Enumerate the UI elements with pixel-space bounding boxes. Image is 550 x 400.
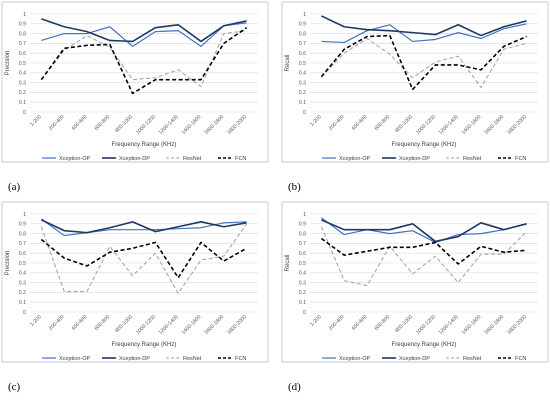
chart-frame [1, 1, 269, 163]
y-tick-label: 0.1 [19, 100, 26, 106]
y-tick-label: 0.3 [299, 80, 306, 86]
x-axis-title: Frequency Range (KHz) [112, 342, 177, 348]
series-line-fcn [320, 237, 527, 265]
y-tick-label: 1 [303, 12, 306, 18]
series-line-fcn [320, 34, 527, 91]
chart-panel-d: 0 0.1 0.2 0.3 0.4 0.5 0.6 0.7 0.8 0.9 1 Recall 1-200… [280, 200, 550, 400]
legend-label: Xception-DP [399, 156, 430, 162]
chart-panel-a: 0 0.1 0.2 0.3 0.4 0.5 0.6 0.7 0.8 0.9 1 Precision 1-… [0, 0, 270, 200]
y-tick-label: 1 [23, 12, 26, 18]
legend-label: ResNet [463, 156, 482, 162]
y-tick-label: 0.8 [19, 231, 26, 237]
legend-label: Xception-DP [119, 356, 150, 362]
y-tick-label: 0.2 [19, 290, 26, 296]
y-tick-label: 0.4 [19, 71, 26, 77]
chart-svg: 00.10.20.30.40.50.60.70.80.91Precision1-… [1, 1, 269, 193]
y-axis-title: Precision [5, 51, 11, 76]
x-axis-title: Frequency Range (KHz) [392, 342, 457, 348]
series-line-resnet [321, 37, 527, 89]
panel-label: (a) [8, 181, 21, 193]
y-tick-label: 0 [303, 310, 306, 316]
legend-label: Xception-DP [399, 356, 430, 362]
y-tick-label: 0.1 [299, 300, 306, 306]
series-line-resnet [40, 223, 248, 294]
series-line-xception-dp [41, 219, 247, 234]
legend-label: FCN [235, 356, 246, 362]
legend-label: ResNet [463, 356, 482, 362]
y-tick-label: 0.5 [299, 61, 306, 67]
y-tick-label: 0.6 [19, 51, 26, 57]
y-tick-label: 1 [303, 212, 306, 218]
y-tick-label: 0.7 [299, 41, 306, 47]
y-tick-label: 0.9 [299, 222, 306, 228]
y-axis-title: Precision [5, 251, 11, 276]
panel-label: (d) [288, 381, 301, 393]
legend-label: FCN [235, 156, 246, 162]
legend-label: Xception-OP [59, 356, 91, 362]
y-tick-label: 0.4 [299, 271, 306, 277]
y-tick-label: 0.1 [299, 100, 306, 106]
y-tick-label: 0.5 [19, 61, 26, 67]
legend-label: Xception-OP [59, 156, 91, 162]
y-tick-label: 0.9 [19, 22, 26, 28]
y-tick-label: 0.5 [299, 261, 306, 267]
series-line-xception-dp [321, 219, 527, 243]
y-tick-label: 0 [23, 110, 26, 116]
legend-label: Xception-DP [119, 156, 150, 162]
y-tick-label: 0.6 [299, 251, 306, 257]
x-axis-title: Frequency Range (KHz) [112, 142, 177, 148]
chart-panel-b: 0 0.1 0.2 0.3 0.4 0.5 0.6 0.7 0.8 0.9 1 Recall 1-200… [280, 0, 550, 200]
legend-label: Xception-OP [339, 156, 371, 162]
y-axis-title: Recall [285, 255, 291, 272]
chart-frame [1, 201, 269, 363]
series-line-fcn [40, 238, 247, 279]
series-line-xception-dp [41, 18, 247, 43]
legend-label: Xception-OP [339, 356, 371, 362]
y-tick-label: 0.7 [19, 241, 26, 247]
series-line-xception-op [321, 23, 527, 44]
y-tick-label: 0.1 [19, 300, 26, 306]
chart-svg: 00.10.20.30.40.50.60.70.80.91Recall1-200… [281, 201, 549, 393]
y-tick-label: 0 [303, 110, 306, 116]
y-tick-label: 0.8 [299, 31, 306, 37]
y-tick-label: 1 [23, 212, 26, 218]
y-tick-label: 0.8 [299, 231, 306, 237]
series-line-xception-op [321, 217, 527, 244]
legend-label: ResNet [183, 156, 202, 162]
y-tick-label: 0.4 [299, 71, 306, 77]
y-tick-label: 0.2 [19, 90, 26, 96]
panel-label: (c) [8, 381, 21, 393]
x-axis-title: Frequency Range (KHz) [392, 142, 457, 148]
series-line-xception-op [41, 218, 247, 237]
y-tick-label: 0.9 [299, 22, 306, 28]
y-tick-label: 0.4 [19, 271, 26, 277]
y-tick-label: 0.9 [19, 222, 26, 228]
chart-svg: 00.10.20.30.40.50.60.70.80.91Precision1-… [1, 201, 269, 393]
legend-label: FCN [515, 156, 526, 162]
y-tick-label: 0.3 [299, 280, 306, 286]
series-line-fcn [40, 27, 248, 95]
y-tick-label: 0.2 [299, 290, 306, 296]
legend-label: ResNet [183, 356, 202, 362]
panel-label: (b) [288, 181, 301, 193]
y-axis-title: Recall [285, 55, 291, 72]
series-line-xception-dp [321, 15, 527, 37]
y-tick-label: 0.3 [19, 280, 26, 286]
y-tick-label: 0.7 [19, 41, 26, 47]
y-tick-label: 0.3 [19, 80, 26, 86]
y-tick-label: 0.6 [19, 251, 26, 257]
y-tick-label: 0 [23, 310, 26, 316]
y-tick-label: 0.5 [19, 261, 26, 267]
y-tick-label: 0.2 [299, 90, 306, 96]
y-tick-label: 0.6 [299, 51, 306, 57]
series-line-resnet [320, 226, 527, 287]
chart-svg: 00.10.20.30.40.50.60.70.80.91Recall1-200… [281, 1, 549, 193]
series-line-xception-op [41, 22, 247, 47]
legend-label: FCN [515, 356, 526, 362]
y-tick-label: 0.7 [299, 241, 306, 247]
chart-frame [281, 201, 549, 363]
chart-panel-c: 0 0.1 0.2 0.3 0.4 0.5 0.6 0.7 0.8 0.9 1 Precision 1-… [0, 200, 270, 400]
y-tick-label: 0.8 [19, 31, 26, 37]
